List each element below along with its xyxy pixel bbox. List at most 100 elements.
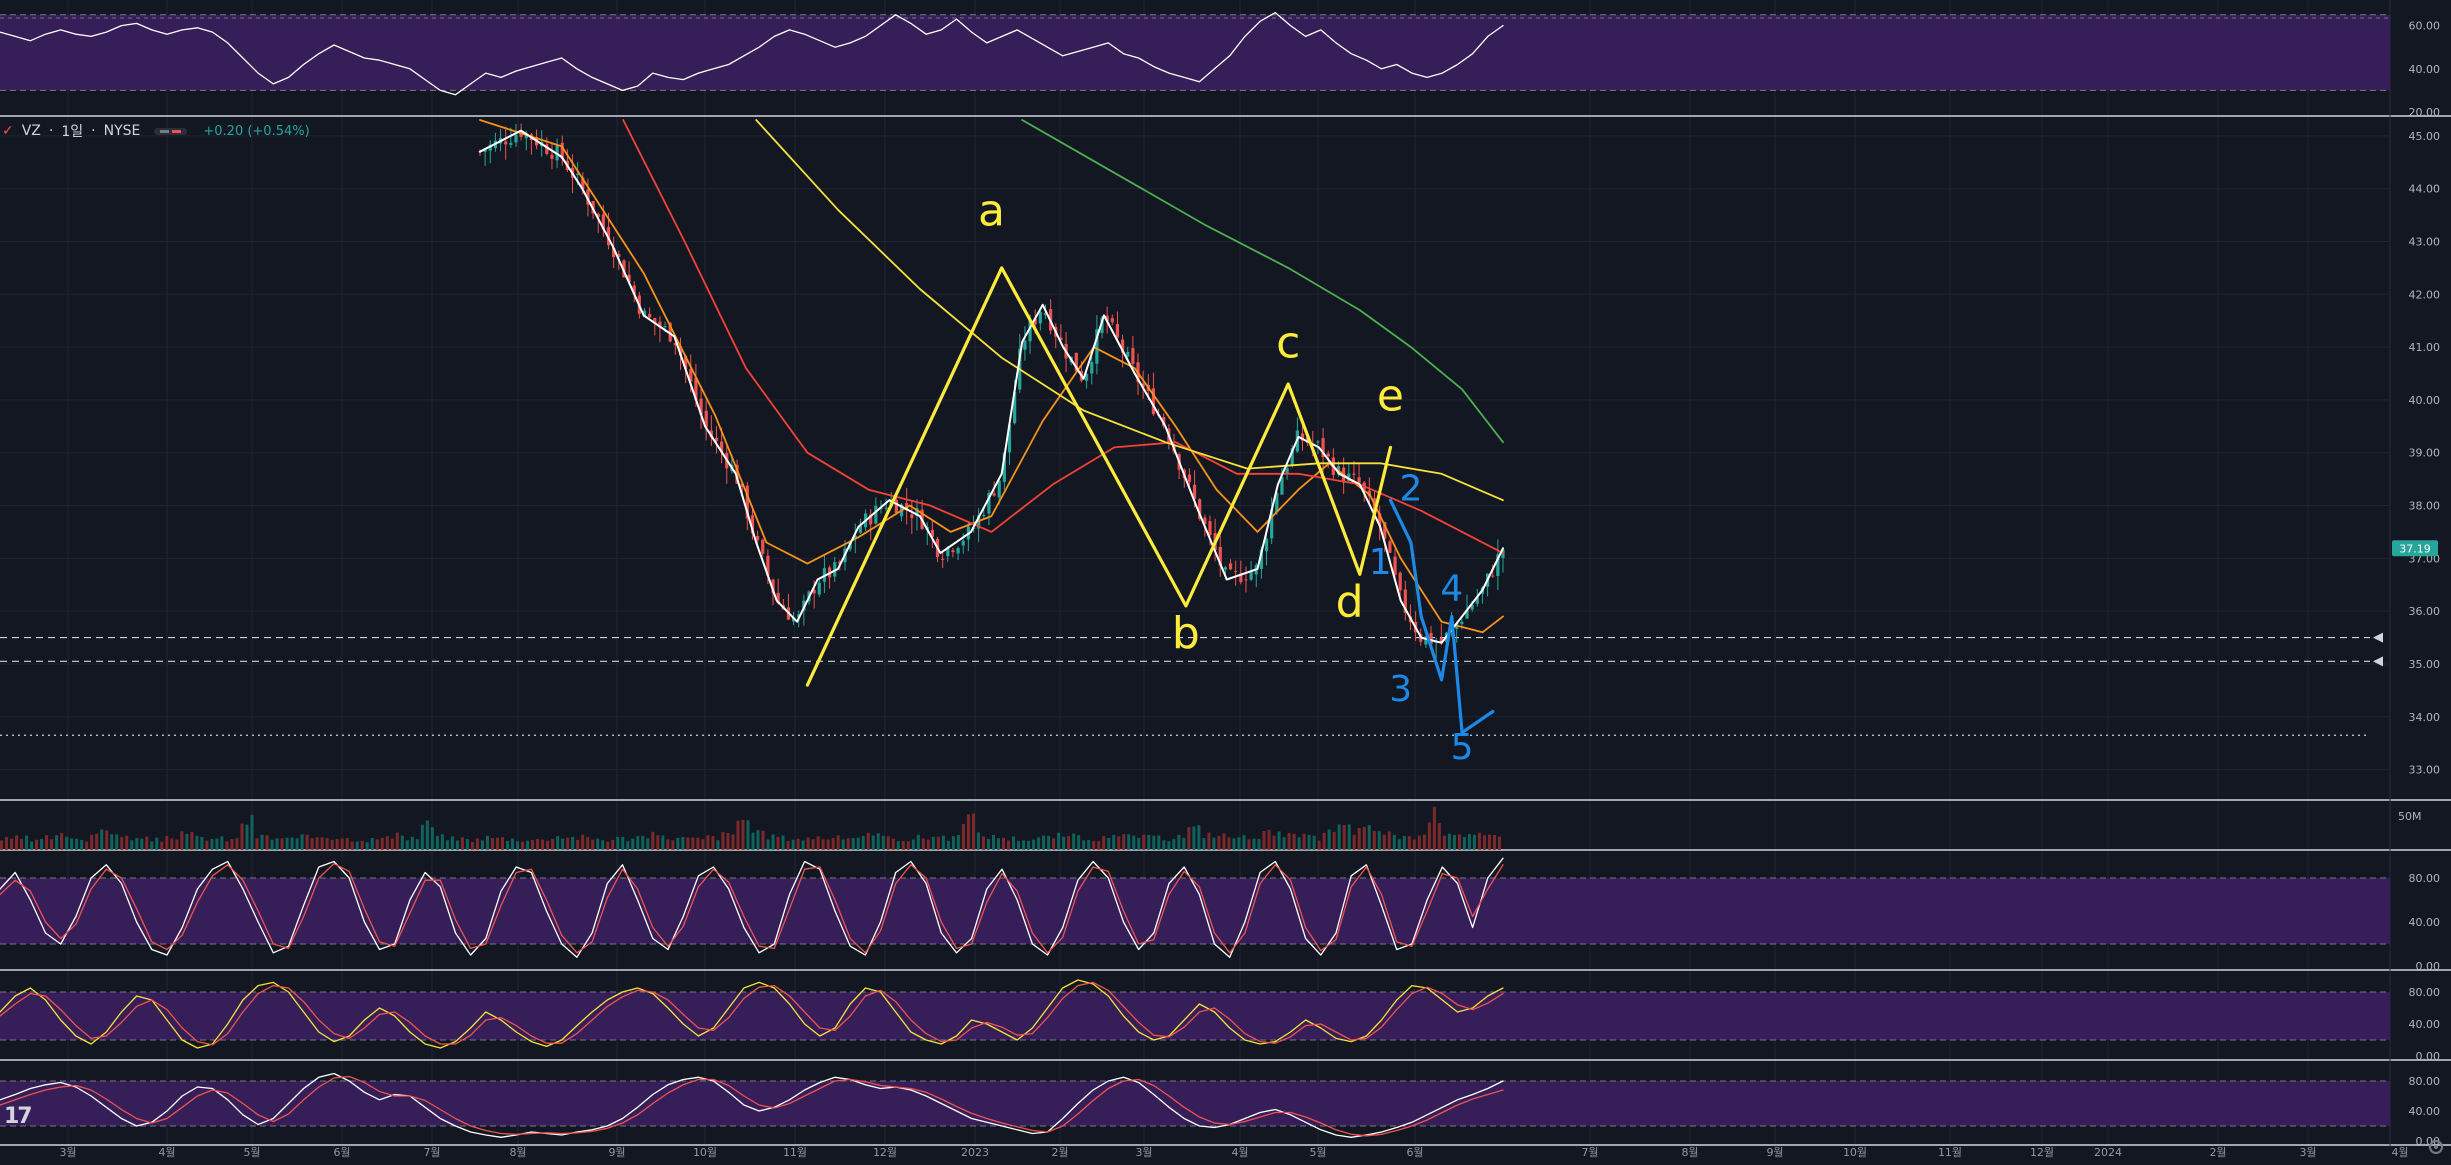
candle: [1280, 467, 1284, 495]
volume-bar: [410, 836, 414, 850]
volume-bar: [561, 838, 565, 850]
volume-bar: [766, 839, 770, 850]
volume-bar: [621, 836, 625, 850]
volume-bar: [1092, 841, 1096, 850]
volume-bar: [646, 838, 650, 850]
volume-bar: [1027, 840, 1031, 850]
candle: [653, 317, 657, 336]
volume-bar: [1177, 834, 1181, 850]
volume-bar: [966, 814, 970, 850]
candle: [1023, 326, 1027, 361]
candle: [1244, 566, 1248, 593]
volume-bar: [1422, 834, 1426, 850]
stoch_slow-line: [0, 1075, 1504, 1137]
symbol-name[interactable]: VZ: [21, 123, 41, 139]
symbol-interval[interactable]: 1일: [61, 124, 84, 140]
candle: [1110, 314, 1114, 326]
wave-label: 3: [1389, 669, 1412, 710]
volume-bar: [1082, 840, 1086, 850]
candle: [1059, 324, 1063, 342]
volume-bar: [345, 837, 349, 850]
volume-bar: [210, 839, 214, 850]
volume-bar: [1202, 838, 1206, 850]
volume-bar: [95, 833, 99, 850]
volume-bar: [756, 830, 760, 850]
x-axis-label: 8월: [1681, 1146, 1698, 1159]
volume-bar: [1362, 826, 1366, 850]
candle: [1398, 571, 1402, 596]
x-axis-label: 4월: [1231, 1146, 1248, 1159]
volume-bar: [851, 838, 855, 850]
volume-bar: [761, 830, 765, 850]
volume-bar: [671, 840, 675, 850]
rsi-band: [0, 14, 2390, 91]
volume-bar: [225, 841, 229, 850]
price-tick-label: 36.00: [2409, 605, 2441, 618]
candle: [930, 518, 934, 549]
volume-bar: [681, 837, 685, 850]
candle: [1141, 370, 1145, 399]
volume-bar: [300, 834, 304, 850]
candle: [1198, 498, 1202, 521]
candle: [833, 556, 837, 582]
candle: [1465, 594, 1469, 619]
volume-bar: [280, 838, 284, 850]
candle: [1352, 461, 1356, 482]
volume-bar: [1392, 834, 1396, 850]
volume-bar: [541, 839, 545, 850]
volume-bar: [205, 840, 209, 850]
candle: [1300, 424, 1305, 451]
volume-bar: [360, 840, 364, 850]
volume-bar: [1197, 825, 1201, 850]
volume-bar: [676, 837, 680, 850]
volume-bar: [110, 834, 114, 850]
volume-bar: [1292, 833, 1296, 850]
volume-bar: [1462, 837, 1466, 850]
volume-bar: [490, 838, 494, 850]
volume-bar: [551, 838, 555, 850]
stoch_slow-band: [0, 1081, 2390, 1126]
stoch_fast-line: [0, 857, 1504, 958]
volume-bar: [1237, 837, 1241, 850]
tradingview-logo-icon[interactable]: 17: [4, 1104, 33, 1129]
volume-bar: [1252, 838, 1256, 850]
candle: [1228, 559, 1233, 571]
volume-bar: [796, 838, 800, 850]
volume-bar: [1247, 839, 1251, 850]
volume-bar: [511, 838, 515, 850]
wave-label: 4: [1440, 569, 1463, 610]
volume-bar: [816, 836, 820, 850]
volume-bar: [475, 838, 479, 850]
volume-bar: [130, 840, 134, 850]
volume-bar: [616, 836, 620, 850]
settings-gear-icon[interactable]: [2429, 1140, 2443, 1154]
legend-toggle-icon[interactable]: [154, 127, 188, 135]
volume-bar: [841, 839, 845, 850]
volume-tick-label: 50M: [2398, 810, 2422, 823]
volume-bar: [736, 820, 740, 850]
volume-bar: [1072, 833, 1076, 850]
volume-bar: [325, 838, 329, 850]
volume-bar: [1477, 832, 1481, 850]
symbol-legend[interactable]: ✓ VZ · 1일 · NYSE +0.20 (+0.54%): [2, 123, 310, 140]
volume-bar: [1337, 824, 1341, 850]
volume-bar: [1192, 826, 1196, 850]
volume-bar: [425, 820, 429, 850]
price-tick-label: 40.00: [2409, 394, 2441, 407]
candle: [956, 546, 960, 561]
volume-bar: [926, 839, 930, 850]
candle: [612, 236, 616, 269]
volume-bar: [881, 835, 885, 850]
volume-bar: [1222, 833, 1226, 850]
price-tick-label: 45.00: [2409, 130, 2441, 143]
price-tick-label: 44.00: [2409, 183, 2441, 196]
volume-bar: [961, 824, 965, 850]
volume-bar: [1437, 823, 1441, 850]
volume-bar: [1112, 834, 1116, 850]
price-tick-label: 34.00: [2409, 711, 2441, 724]
candle: [1085, 372, 1089, 389]
x-axis-label: 4월: [158, 1146, 175, 1159]
volume-bar: [811, 839, 815, 850]
